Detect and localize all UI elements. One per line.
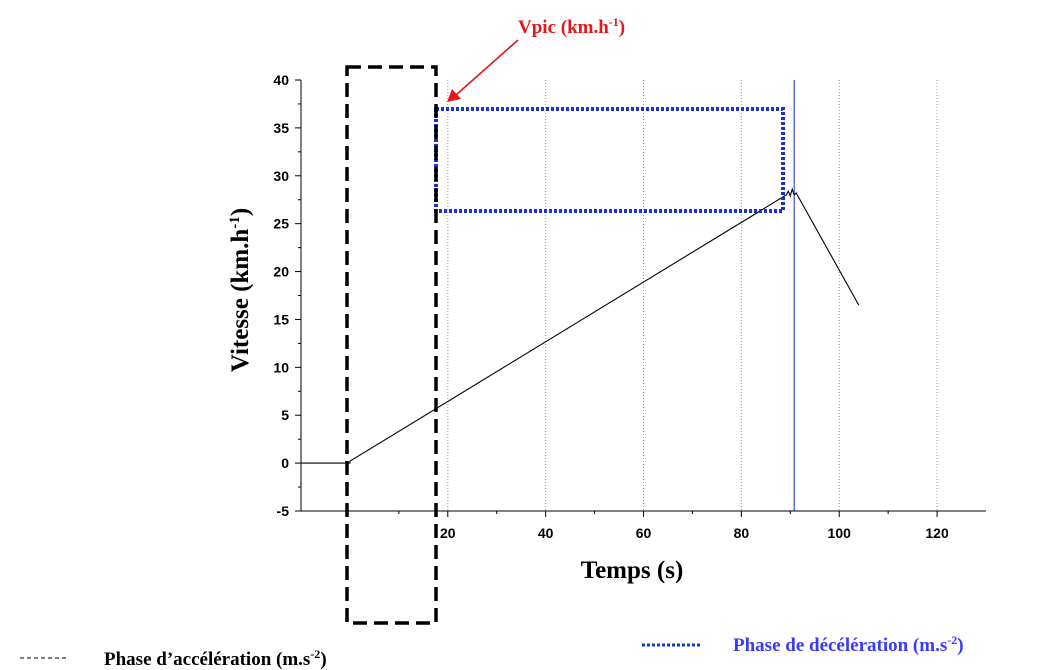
legend-deceleration-main: Phase de décélération (m.s [733,635,947,656]
y-tick-label-25: 25 [273,216,289,232]
x-tick-label-120: 120 [925,525,949,541]
x-tick-label-60: 60 [636,525,652,541]
legend-deceleration-label: Phase de décélération (m.s-2) [733,633,964,656]
y-tick-label-5: 5 [281,407,289,423]
legend-deceleration-sup: -2 [947,633,957,647]
y-tick-label-40: 40 [273,72,289,88]
vpic-label-main: Vpic (km.h [518,17,609,38]
y-tick-label-10: 10 [273,359,289,375]
deceleration-phase-box [434,107,785,213]
y-axis-title-main: Vitesse (km.h [227,229,254,373]
legend-acceleration-main: Phase d’accélération (m.s [104,649,310,670]
tick-marks [295,79,938,517]
y-tick-label-35: 35 [273,120,289,136]
y-tick-label-30: 30 [273,168,289,184]
vpic-label-sup: -1 [609,15,619,29]
y-tick-label-20: 20 [273,264,289,280]
y-axis-title-end: ) [227,208,254,216]
x-tick-label-80: 80 [734,525,750,541]
legend-acceleration-label: Phase d’accélération (m.s-2) [104,647,327,670]
curve-layer [301,80,860,511]
legend: Phase d’accélération (m.s-2) Phase de dé… [20,633,964,670]
vpic-label: Vpic (km.h-1) [518,15,625,38]
grid-lines [447,80,938,511]
acceleration-phase-box [345,65,438,625]
legend-acceleration-sup: -2 [310,647,320,661]
vpic-label-end: ) [619,17,625,38]
x-tick-label-40: 40 [538,525,554,541]
vpic-annotation: Vpic (km.h-1) [447,15,625,102]
legend-deceleration-end: ) [957,635,963,656]
y-tick-label-15: 15 [273,311,289,327]
tick-labels: -5 0 5 10 15 20 25 30 35 40 20 40 60 80 100 120 [273,72,949,541]
speed-curve-0 [301,187,860,464]
x-axis-title: Temps (s) [581,557,684,584]
y-tick-label--5: -5 [277,503,290,519]
x-tick-label-100: 100 [828,525,852,541]
legend-acceleration-end: ) [320,649,326,670]
x-tick-label-20: 20 [440,525,456,541]
y-axis-title: Vitesse (km.h-1) [227,208,254,372]
vpic-arrow-line [455,39,519,96]
y-axis-title-sup: -1 [227,216,243,229]
vpic-arrow-head [447,89,461,102]
y-tick-label-0: 0 [281,455,289,471]
